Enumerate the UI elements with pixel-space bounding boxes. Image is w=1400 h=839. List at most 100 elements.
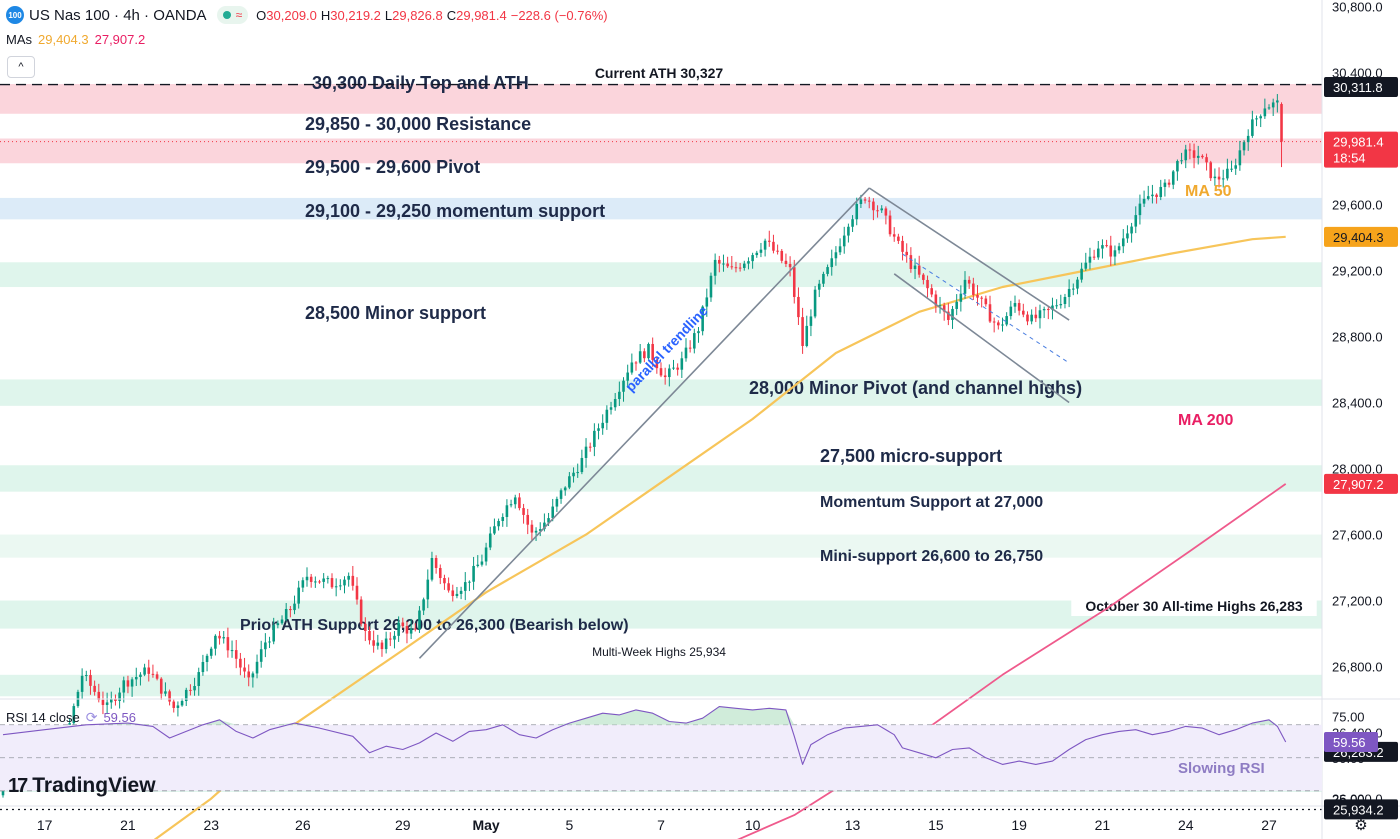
candle-body: [1263, 108, 1267, 117]
candle-body: [763, 240, 767, 250]
candle-body: [139, 674, 142, 677]
candle-body: [318, 581, 321, 583]
candle-body: [605, 409, 609, 423]
price-tag-value: 29,404.3: [1333, 230, 1384, 245]
collapse-legend-button[interactable]: ^: [7, 56, 35, 78]
zone-label[interactable]: 30,300 Daily Top and ATH: [312, 73, 529, 93]
candle-body: [334, 586, 338, 588]
time-tick-label: 13: [845, 817, 861, 833]
candle-body: [930, 288, 933, 295]
candle-body: [1005, 316, 1008, 325]
zone-label[interactable]: 28,000 Minor Pivot (and channel highs): [749, 378, 1082, 398]
zone-label[interactable]: 27,500 micro-support: [820, 446, 1002, 466]
candle-body: [272, 625, 275, 642]
price-axis: 25,600.026,000.026,400.026,800.027,200.0…: [1324, 0, 1398, 820]
open-value: 30,209.0: [266, 7, 317, 23]
ma-row: MAs 29,404.3 27,907.2: [6, 32, 145, 47]
candle-body: [1151, 194, 1154, 197]
zone-label[interactable]: 29,500 - 29,600 Pivot: [305, 157, 480, 177]
candle-body: [280, 619, 284, 624]
price-tag: [1324, 799, 1398, 820]
candle-body: [418, 610, 421, 630]
ma50-line: [153, 235, 1286, 839]
level-label: Multi-Week Highs 25,934: [592, 645, 726, 659]
ma-label[interactable]: MAs: [6, 32, 32, 47]
time-tick-label: 7: [657, 817, 665, 833]
candle-body: [1013, 303, 1017, 307]
price-tick-label: 26,800.0: [1332, 660, 1383, 675]
zone-band: [0, 674, 1322, 697]
candle-body: [189, 689, 192, 691]
gear-icon[interactable]: ⚙: [1354, 817, 1368, 834]
rsi-tick-label: 75.00: [1332, 710, 1365, 725]
candle-body: [693, 333, 696, 349]
candle-body: [130, 679, 134, 687]
candle-body: [159, 678, 163, 694]
candle-body: [1196, 155, 1200, 158]
candle-body: [251, 673, 255, 678]
price-tick-label: 30,400.0: [1332, 66, 1383, 81]
candle-body: [89, 675, 92, 686]
status-dot-icon: [222, 11, 231, 19]
close-value: 29,981.4: [456, 7, 507, 23]
refresh-icon[interactable]: ⟳: [85, 709, 98, 725]
rsi-pane: [0, 706, 1322, 792]
candle-body: [676, 367, 679, 370]
candle-body: [572, 472, 575, 477]
candle-body: [784, 260, 788, 264]
candle-body: [668, 368, 671, 378]
candle-body: [1209, 162, 1213, 179]
candle-body: [384, 638, 388, 650]
zone-label[interactable]: 28,500 Minor support: [305, 303, 486, 323]
candle-body: [1184, 149, 1188, 161]
time-tick-label: 23: [203, 817, 219, 833]
ma50-annotation: MA 50: [1185, 183, 1232, 200]
candle-body: [1146, 196, 1150, 199]
symbol-logo-icon[interactable]: 100: [6, 6, 24, 24]
zone-label[interactable]: Momentum Support at 27,000: [820, 494, 1043, 511]
trendline: [868, 187, 1070, 321]
candle-body: [368, 630, 371, 641]
candle-body: [1109, 245, 1113, 257]
time-tick-label: 24: [1178, 817, 1194, 833]
symbol-title[interactable]: US Nas 100 · 4h · OANDA: [29, 6, 207, 24]
tradingview-wordmark: TradingView: [32, 774, 156, 797]
candle-body: [1126, 233, 1129, 239]
candle-body: [1067, 288, 1071, 298]
candle-body: [947, 311, 950, 320]
zone-label[interactable]: 29,100 - 29,250 momentum support: [305, 201, 605, 221]
candle-body: [1026, 314, 1029, 322]
candle-body: [1130, 226, 1133, 234]
candle-body: [176, 705, 180, 708]
tradingview-logo[interactable]: 17 TradingView: [8, 774, 156, 798]
candle-body: [963, 279, 967, 294]
candle-body: [1063, 297, 1067, 305]
candle-body: [147, 667, 151, 674]
rsi-legend-label[interactable]: RSI 14 close: [6, 710, 80, 725]
candle-body: [264, 642, 267, 650]
time-tick-label: 5: [565, 817, 573, 833]
status-pill[interactable]: ≈: [216, 6, 249, 24]
trendline: [893, 273, 1070, 404]
zone-label[interactable]: 29,850 - 30,000 Resistance: [305, 114, 531, 134]
zone-label[interactable]: Prior ATH Support 26,200 to 26,300 (Bear…: [240, 617, 629, 634]
candle-body: [901, 240, 904, 252]
candle-body: [234, 650, 238, 659]
candle-body: [143, 667, 146, 675]
candle-body: [888, 215, 892, 235]
candle-body: [568, 476, 571, 488]
candle-body: [809, 316, 813, 326]
price-tick-label: 27,600.0: [1332, 528, 1383, 543]
candle-body: [697, 331, 700, 334]
candle-body: [659, 368, 663, 376]
zone-label[interactable]: Mini-support 26,600 to 26,750: [820, 548, 1043, 565]
candle-body: [114, 698, 117, 701]
candle-body: [643, 351, 646, 359]
candle-body: [364, 623, 367, 631]
zone-band: [0, 262, 1322, 288]
candle-body: [972, 283, 975, 295]
candle-body: [1092, 256, 1096, 258]
tradingview-mark-icon: 17: [8, 774, 28, 797]
candle-body: [414, 628, 417, 630]
